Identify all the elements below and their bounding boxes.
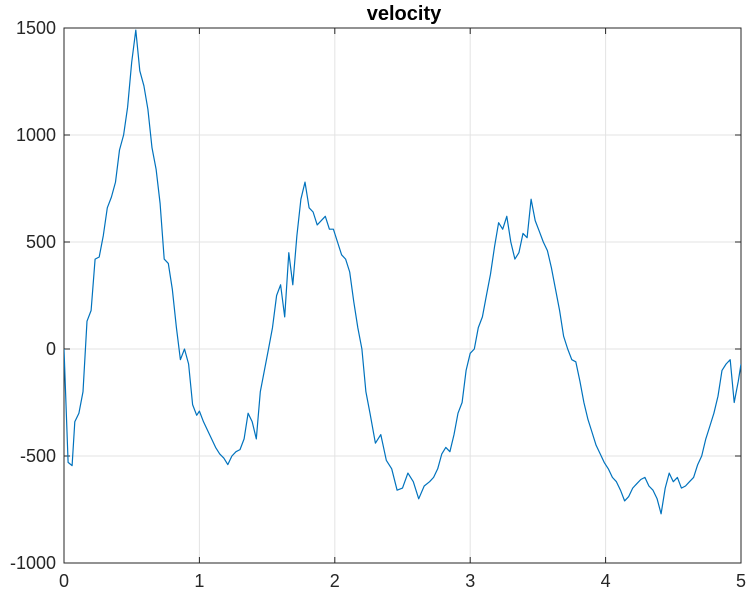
y-tick-label: 1500: [16, 18, 56, 38]
chart-title: velocity: [367, 3, 442, 25]
x-tick-label: 0: [59, 571, 69, 591]
plot-area-frame: [63, 27, 742, 564]
y-tick-label: -500: [20, 446, 56, 466]
x-tick-label: 5: [736, 571, 746, 591]
y-tick-label: 0: [46, 339, 56, 359]
y-tick-label: 1000: [16, 125, 56, 145]
y-tick-label: 500: [26, 232, 56, 252]
x-tick-label: 3: [465, 571, 475, 591]
x-tick-label: 1: [194, 571, 204, 591]
y-tick-label: -1000: [10, 553, 56, 573]
x-tick-label: 4: [601, 571, 611, 591]
series-line-velocity: [64, 29, 741, 515]
x-tick-label: 2: [330, 571, 340, 591]
y-axis: -1000 -500 0 500 1000 1500: [10, 18, 741, 573]
x-axis: 0 1 2 3 4 5: [59, 28, 746, 591]
grid-lines: [63, 27, 742, 564]
